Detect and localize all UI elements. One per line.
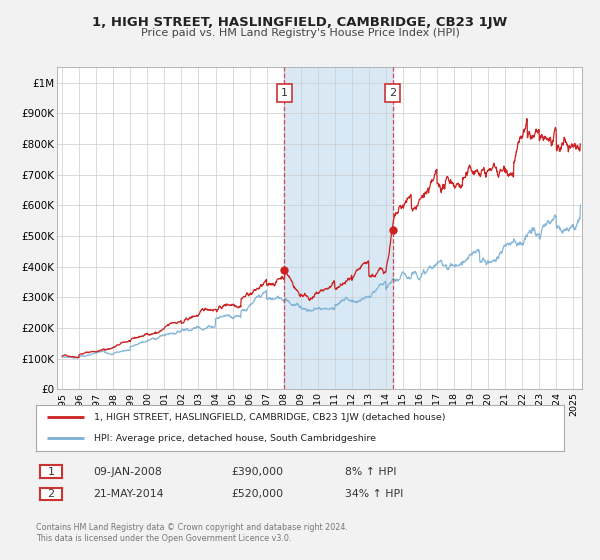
Text: 1, HIGH STREET, HASLINGFIELD, CAMBRIDGE, CB23 1JW: 1, HIGH STREET, HASLINGFIELD, CAMBRIDGE,… bbox=[92, 16, 508, 29]
Text: 09-JAN-2008: 09-JAN-2008 bbox=[93, 466, 162, 477]
Text: 1: 1 bbox=[47, 466, 55, 477]
Text: HPI: Average price, detached house, South Cambridgeshire: HPI: Average price, detached house, Sout… bbox=[94, 434, 376, 443]
Text: 34% ↑ HPI: 34% ↑ HPI bbox=[345, 489, 403, 499]
Text: This data is licensed under the Open Government Licence v3.0.: This data is licensed under the Open Gov… bbox=[36, 534, 292, 543]
Text: 21-MAY-2014: 21-MAY-2014 bbox=[93, 489, 163, 499]
Text: 1, HIGH STREET, HASLINGFIELD, CAMBRIDGE, CB23 1JW (detached house): 1, HIGH STREET, HASLINGFIELD, CAMBRIDGE,… bbox=[94, 413, 446, 422]
Bar bbox=[284, 67, 392, 389]
Text: 2: 2 bbox=[47, 489, 55, 499]
Text: £390,000: £390,000 bbox=[231, 466, 283, 477]
Text: Price paid vs. HM Land Registry's House Price Index (HPI): Price paid vs. HM Land Registry's House … bbox=[140, 28, 460, 38]
Text: Contains HM Land Registry data © Crown copyright and database right 2024.: Contains HM Land Registry data © Crown c… bbox=[36, 523, 348, 532]
Text: £520,000: £520,000 bbox=[231, 489, 283, 499]
Text: 8% ↑ HPI: 8% ↑ HPI bbox=[345, 466, 397, 477]
Text: 1: 1 bbox=[281, 88, 287, 98]
Text: 2: 2 bbox=[389, 88, 396, 98]
